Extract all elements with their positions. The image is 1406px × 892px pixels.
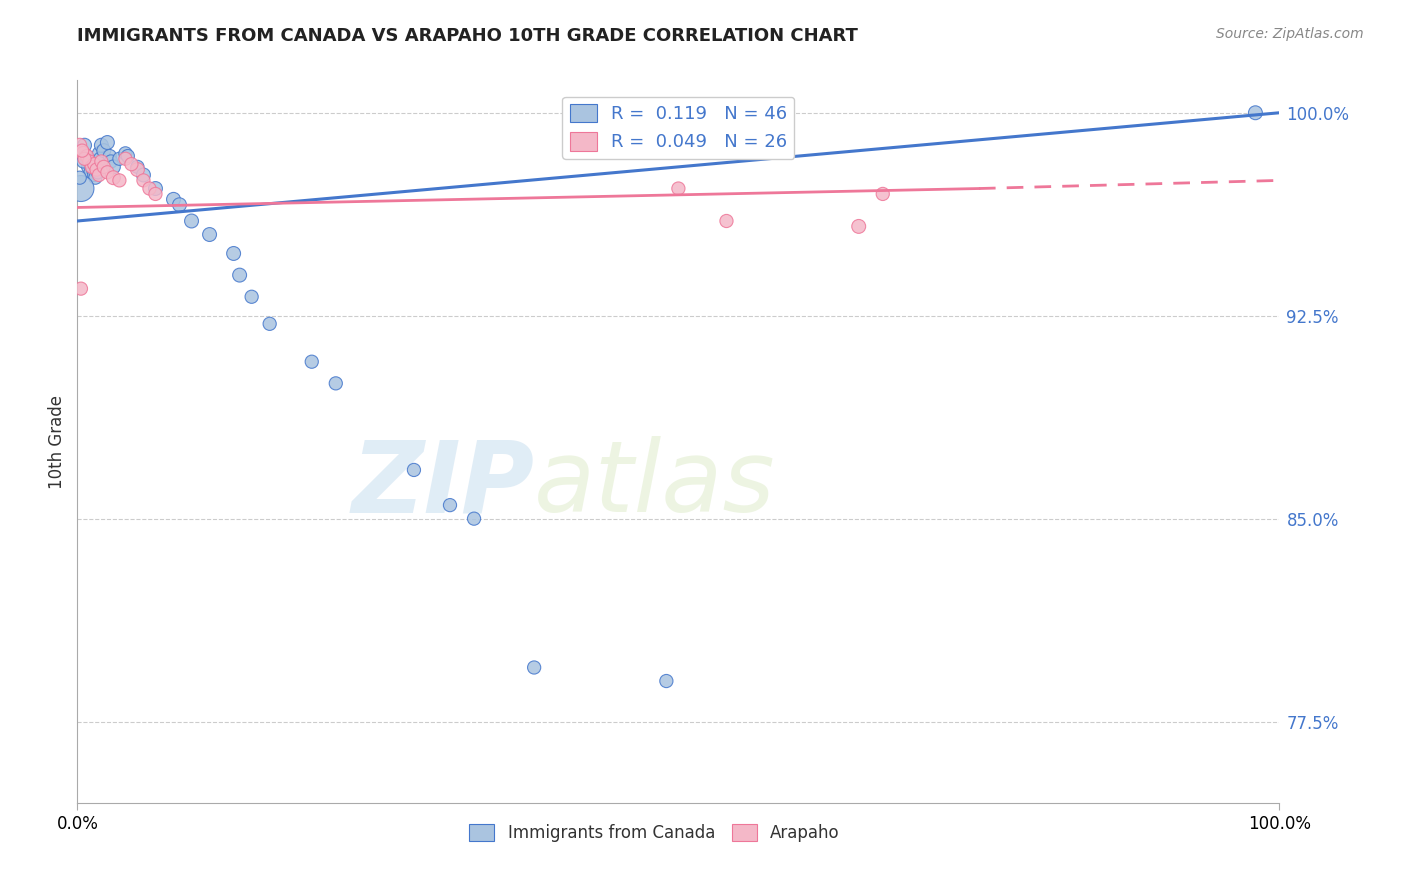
Point [463,511,485,525]
Point [162,192,184,206]
Point [100,154,122,169]
Point [70,146,93,161]
Point [70,144,93,158]
Legend: Immigrants from Canada, Arapaho: Immigrants from Canada, Arapaho [463,817,846,848]
Point [69,170,91,185]
Point [114,146,136,161]
Point [86,160,108,174]
Point [70,181,93,195]
Point [108,173,131,187]
Point [98,149,121,163]
Point [93,144,115,158]
Point [75,149,97,163]
Point [668,181,690,195]
Point [127,162,149,177]
Point [89,152,111,166]
Point [86,162,108,177]
Point [83,157,105,171]
Point [69,138,91,153]
Point [180,214,202,228]
Point [872,186,894,201]
Point [138,181,160,195]
Text: IMMIGRANTS FROM CANADA VS ARAPAHO 10TH GRADE CORRELATION CHART: IMMIGRANTS FROM CANADA VS ARAPAHO 10TH G… [77,27,858,45]
Text: Source: ZipAtlas.com: Source: ZipAtlas.com [1216,27,1364,41]
Point [402,463,425,477]
Point [76,152,98,166]
Point [228,268,250,282]
Point [93,160,115,174]
Point [73,138,96,153]
Point [70,282,93,296]
Point [145,181,167,195]
Point [169,198,191,212]
Point [76,149,98,163]
Point [82,162,104,177]
Point [96,165,118,179]
Point [90,138,112,153]
Point [301,355,323,369]
Point [79,165,101,179]
Point [655,673,678,688]
Point [96,136,118,150]
Point [132,173,155,187]
Point [72,146,94,161]
Point [72,154,94,169]
Point [240,290,263,304]
Point [103,170,125,185]
Point [117,149,139,163]
Point [80,157,103,171]
Point [87,168,110,182]
Point [73,152,96,166]
Point [108,152,131,166]
Point [523,660,546,674]
Point [127,160,149,174]
Point [90,154,112,169]
Text: ZIP: ZIP [352,436,534,533]
Point [259,317,281,331]
Point [114,152,136,166]
Point [439,498,461,512]
Point [120,157,142,171]
Point [103,160,125,174]
Point [77,160,100,174]
Point [84,170,107,185]
Point [80,160,103,174]
Point [83,168,105,182]
Point [79,154,101,169]
Point [145,186,167,201]
Point [87,146,110,161]
Point [198,227,221,242]
Point [87,165,110,179]
Y-axis label: 10th Grade: 10th Grade [48,394,66,489]
Point [325,376,347,391]
Point [1244,105,1267,120]
Point [222,246,245,260]
Text: atlas: atlas [534,436,776,533]
Point [716,214,738,228]
Point [848,219,870,234]
Point [79,154,101,169]
Point [132,168,155,182]
